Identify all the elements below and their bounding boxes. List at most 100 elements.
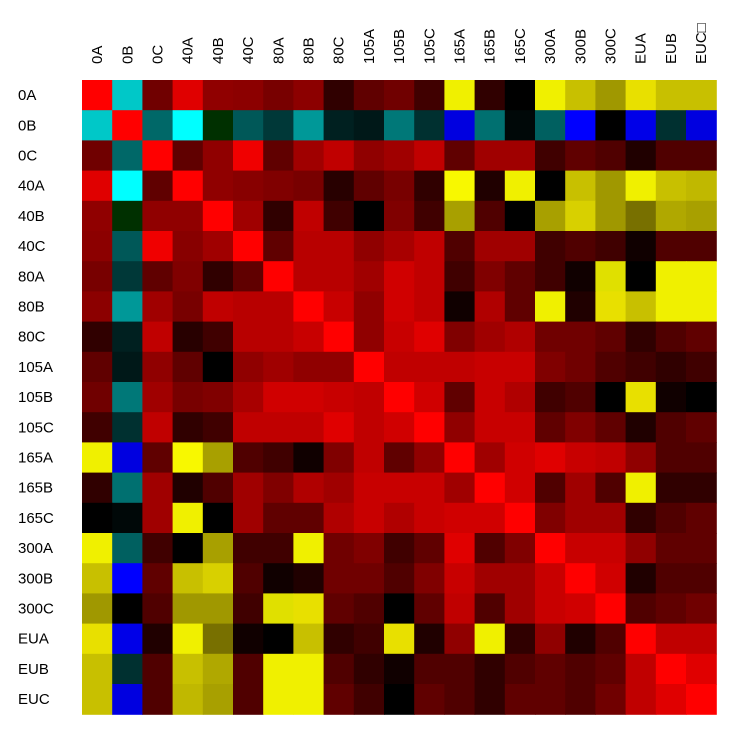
heatmap-cell-0C-165C — [504, 140, 536, 172]
heatmap-cell-EUC-165A — [444, 684, 476, 715]
heatmap-cell-0C-165B — [474, 140, 506, 172]
heatmap-cell-80C-300A — [535, 321, 566, 353]
heatmap-cell-105C-165C — [504, 412, 536, 443]
heatmap-cell-300A-105B — [384, 533, 415, 564]
heatmap-cell-80B-300B — [565, 291, 596, 323]
row-label-6: 80A — [18, 268, 45, 285]
heatmap-cell-105C-40C — [233, 412, 264, 443]
heatmap-cell-165A-105C — [414, 442, 445, 474]
heatmap-cell-165A-40A — [172, 442, 204, 474]
heatmap-cell-EUB-40C — [233, 653, 264, 685]
heatmap-cell-40C-40B — [202, 231, 234, 262]
heatmap-cell-EUC-300B — [565, 684, 596, 715]
heatmap-cell-165C-80A — [263, 502, 294, 534]
heatmap-cell-0C-EUA — [625, 140, 657, 172]
heatmap-cell-300C-0A — [82, 593, 113, 625]
column-label-2: 0C — [150, 45, 167, 64]
heatmap-cell-40C-105A — [353, 231, 385, 262]
heatmap-cell-40B-165C — [504, 200, 536, 232]
heatmap-cell-105A-40B — [202, 351, 234, 383]
column-label-6: 80A — [270, 37, 287, 64]
heatmap-cell-40B-105A — [353, 200, 385, 232]
heatmap-cell-0B-105B — [384, 110, 415, 141]
heatmap-cell-40A-0C — [142, 170, 174, 202]
heatmap-cell-300B-300B — [565, 563, 596, 594]
heatmap-cell-0C-105C — [414, 140, 445, 172]
heatmap-cell-300B-40A — [172, 563, 204, 594]
heatmap-cell-80B-105A — [353, 291, 385, 323]
heatmap-cell-105C-EUA — [625, 412, 657, 443]
heatmap-cell-300C-105A — [353, 593, 385, 625]
heatmap-cell-105A-EUA — [625, 351, 657, 383]
heatmap-cell-165B-105A — [353, 472, 385, 504]
heatmap-cell-105C-105C — [414, 412, 445, 443]
heatmap-cell-105A-0C — [142, 351, 174, 383]
heatmap-cell-105C-300C — [595, 412, 627, 443]
heatmap-cell-40A-EUB — [655, 170, 687, 202]
heatmap-cell-0A-165C — [504, 80, 536, 111]
heatmap-cell-105A-EUB — [655, 351, 687, 383]
heatmap-cell-165C-105A — [353, 502, 385, 534]
heatmap-cell-40A-300B — [565, 170, 596, 202]
heatmap-cell-EUA-0C — [142, 623, 174, 655]
heatmap-cell-0A-EUA — [625, 80, 657, 111]
heatmap-cell-80B-80C — [323, 291, 355, 323]
heatmap-cell-EUC-40C — [233, 684, 264, 715]
heatmap-cell-80C-40B — [202, 321, 234, 353]
heatmap-cell-165C-165C — [504, 502, 536, 534]
heatmap-cell-105C-40A — [172, 412, 204, 443]
heatmap-cell-0A-165B — [474, 80, 506, 111]
column-label-10: 105B — [391, 29, 408, 64]
heatmap-cell-300A-0C — [142, 533, 174, 564]
heatmap-cell-300A-40C — [233, 533, 264, 564]
heatmap-cell-300B-165B — [474, 563, 506, 594]
heatmap-cell-80C-80A — [263, 321, 294, 353]
heatmap-cell-300C-0B — [112, 593, 143, 625]
row-label-17: 300C — [18, 601, 54, 618]
row-label-20: EUC — [18, 691, 50, 708]
heatmap-cell-165C-80C — [323, 502, 355, 534]
heatmap-cell-300A-EUA — [625, 533, 657, 564]
heatmap-cell-EUC-80B — [293, 684, 325, 715]
heatmap-cell-165C-80B — [293, 502, 325, 534]
heatmap-cell-165B-EUC□ — [686, 472, 717, 504]
heatmap-cell-0A-300C — [595, 80, 627, 111]
heatmap-cell-300C-0C — [142, 593, 174, 625]
heatmap-cell-300B-40B — [202, 563, 234, 594]
heatmap-cell-300C-80C — [323, 593, 355, 625]
heatmap-cell-80C-165B — [474, 321, 506, 353]
heatmap-cell-165B-80A — [263, 472, 294, 504]
heatmap-cell-EUA-105A — [353, 623, 385, 655]
column-label-4: 40B — [210, 37, 227, 64]
row-label-15: 300A — [18, 540, 53, 557]
column-label-5: 40C — [240, 36, 257, 64]
heatmap-cell-EUB-0C — [142, 653, 174, 685]
heatmap-cell-300A-EUC□ — [686, 533, 717, 564]
heatmap-cell-EUB-300C — [595, 653, 627, 685]
heatmap-cell-80C-300C — [595, 321, 627, 353]
heatmap-cell-0A-EUC□ — [686, 80, 717, 111]
heatmap-cell-EUC-105C — [414, 684, 445, 715]
heatmap-cell-40B-EUA — [625, 200, 657, 232]
heatmap-cell-40A-80C — [323, 170, 355, 202]
heatmap-cell-80C-40C — [233, 321, 264, 353]
heatmap-cell-80B-40B — [202, 291, 234, 323]
heatmap-cell-0A-105C — [414, 80, 445, 111]
heatmap-cell-300B-300C — [595, 563, 627, 594]
heatmap-cell-0C-EUC□ — [686, 140, 717, 172]
heatmap-cell-105B-80C — [323, 382, 355, 413]
heatmap-cell-300A-105C — [414, 533, 445, 564]
heatmap-cell-165A-300A — [535, 442, 566, 474]
heatmap-cell-105C-0A — [82, 412, 113, 443]
heatmap-cell-0B-40C — [233, 110, 264, 141]
column-labels: 0A 0B 0C 40A 40B 40C 80A 80B 80C 105A 105B 105C 165A… — [89, 23, 710, 64]
heatmap-cell-165B-300A — [535, 472, 566, 504]
heatmap-cell-40A-105A — [353, 170, 385, 202]
heatmap-cell-EUA-300B — [565, 623, 596, 655]
heatmap-cell-165B-165C — [504, 472, 536, 504]
heatmap-cell-300B-165A — [444, 563, 476, 594]
heatmap-cell-40A-105B — [384, 170, 415, 202]
heatmap-cell-105B-0C — [142, 382, 174, 413]
row-label-7: 80B — [18, 299, 45, 316]
heatmap-cell-165A-0A — [82, 442, 113, 474]
